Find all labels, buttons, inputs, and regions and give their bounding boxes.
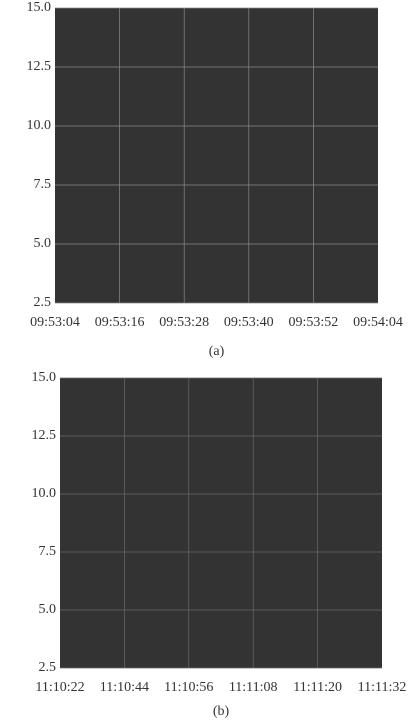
x-tick-label: 09:53:04 bbox=[30, 315, 80, 330]
x-tick-label: 11:11:20 bbox=[293, 680, 342, 695]
x-tick-label: 09:53:52 bbox=[289, 315, 339, 330]
x-tick-label: 11:10:56 bbox=[164, 680, 213, 695]
x-tick-label: 09:53:28 bbox=[159, 315, 209, 330]
x-tick-label: 11:10:44 bbox=[100, 680, 149, 695]
x-tick-label: 11:11:32 bbox=[358, 680, 407, 695]
y-tick-label: 5.0 bbox=[34, 236, 52, 251]
plot-area bbox=[55, 8, 378, 303]
y-tick-label: 15.0 bbox=[32, 370, 57, 385]
y-tick-label: 2.5 bbox=[39, 660, 57, 675]
x-tick-label: 09:53:16 bbox=[95, 315, 145, 330]
y-tick-label: 10.0 bbox=[32, 486, 57, 501]
y-tick-label: 5.0 bbox=[39, 602, 57, 617]
y-tick-label: 7.5 bbox=[39, 544, 57, 559]
y-tick-label: 15.0 bbox=[27, 0, 52, 15]
y-tick-label: 12.5 bbox=[32, 428, 57, 443]
caption: (b) bbox=[213, 704, 230, 719]
plot-area bbox=[60, 378, 382, 668]
y-tick-label: 7.5 bbox=[34, 177, 52, 192]
x-tick-label: 09:53:40 bbox=[224, 315, 274, 330]
y-tick-label: 12.5 bbox=[27, 59, 52, 74]
y-tick-label: 2.5 bbox=[34, 295, 52, 310]
caption: (a) bbox=[209, 344, 225, 359]
y-tick-label: 10.0 bbox=[27, 118, 52, 133]
x-tick-label: 11:11:08 bbox=[229, 680, 278, 695]
x-tick-label: 09:54:04 bbox=[353, 315, 403, 330]
x-tick-label: 11:10:22 bbox=[35, 680, 84, 695]
